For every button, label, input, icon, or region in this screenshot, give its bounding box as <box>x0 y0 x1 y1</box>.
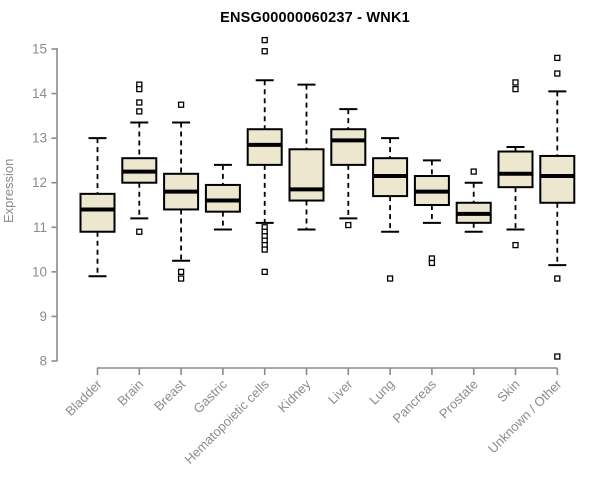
outlier-point <box>554 70 561 77</box>
chart-title: ENSG00000060237 - WNK1 <box>220 10 410 26</box>
outlier-point <box>177 275 185 282</box>
outlier-point <box>136 99 143 106</box>
outlier-point <box>177 268 185 276</box>
outlier-point <box>177 101 185 108</box>
iqr-box <box>539 154 576 204</box>
outlier-point <box>261 268 268 276</box>
x-tick-label-breast: Breast <box>151 376 188 413</box>
box-group-skin <box>497 79 534 249</box>
outlier-point <box>554 275 561 282</box>
outlier-point <box>345 221 352 229</box>
outlier-point <box>428 259 436 267</box>
y-tick-label: 14 <box>32 86 48 101</box>
box-group-liver <box>330 108 367 229</box>
outlier-point <box>554 353 561 360</box>
x-tick-label-kidney: Kidney <box>275 376 314 415</box>
y-tick-label: 10 <box>32 264 47 279</box>
x-tick-label-unknown-other: Unknown / Other <box>485 376 565 456</box>
box-group-brain <box>121 81 158 235</box>
x-tick-label-liver: Liver <box>325 376 356 407</box>
x-tick-label-prostate: Prostate <box>436 377 481 422</box>
y-tick-label: 13 <box>32 131 47 146</box>
y-tick-label: 15 <box>32 42 47 57</box>
box-group-prostate <box>455 168 492 233</box>
iqr-box <box>79 192 116 233</box>
box-group-unknown-other <box>539 54 576 360</box>
box-group-pancreas <box>413 159 450 267</box>
box-group-bladder <box>79 137 116 278</box>
iqr-box <box>288 148 325 202</box>
x-tick-label-gastric: Gastric <box>190 376 230 416</box>
x-tick-label-lung: Lung <box>366 377 397 408</box>
outlier-point <box>136 108 143 115</box>
box-group-kidney <box>288 83 325 231</box>
outlier-point <box>136 228 143 235</box>
y-tick-label: 12 <box>32 175 47 190</box>
iqr-box <box>204 183 241 213</box>
x-tick-label-pancreas: Pancreas <box>390 376 440 426</box>
box-group-breast <box>163 101 200 282</box>
x-tick-label-bladder: Bladder <box>62 376 105 419</box>
box-group-lung <box>372 137 409 282</box>
iqr-box <box>330 128 367 166</box>
y-tick-label: 9 <box>39 309 47 324</box>
iqr-box <box>246 128 283 166</box>
y-tick-label: 11 <box>33 220 47 235</box>
outlier-point <box>470 168 477 175</box>
outlier-point <box>512 85 519 93</box>
outlier-point <box>554 54 561 62</box>
outlier-point <box>261 48 268 55</box>
x-tick-label-skin: Skin <box>494 377 522 405</box>
outlier-point <box>512 241 519 249</box>
y-tick-label: 8 <box>39 353 47 368</box>
box-group-gastric <box>204 163 241 231</box>
box-group-hematopoietic-cells <box>246 36 283 276</box>
outlier-point <box>386 275 394 282</box>
outlier-point <box>136 85 143 93</box>
outlier-point <box>261 246 268 253</box>
iqr-box <box>497 150 534 189</box>
outlier-point <box>261 36 268 44</box>
outlier-point <box>512 79 519 86</box>
x-tick-label-brain: Brain <box>114 377 146 409</box>
